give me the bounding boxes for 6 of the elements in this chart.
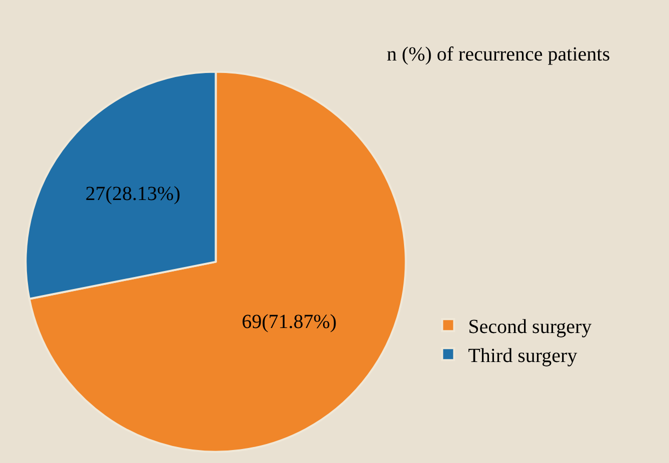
chart-title: n (%) of recurrence patients (386, 43, 610, 66)
pie-slice (28, 70, 407, 453)
legend-label: Third surgery (468, 344, 578, 367)
data-label: 69(71.87%) (242, 311, 337, 334)
legend-label: Second surgery (468, 316, 592, 338)
data-label: 27(28.13%) (85, 182, 180, 205)
